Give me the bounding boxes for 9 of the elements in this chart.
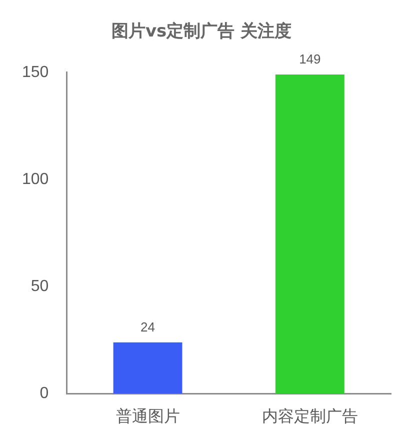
- y-tick-label: 0: [40, 385, 49, 402]
- x-tick-label: 内容定制广告: [262, 406, 358, 426]
- data-label: 24: [140, 319, 156, 334]
- x-tick-label: 普通图片: [116, 406, 180, 426]
- y-tick-label: 150: [22, 64, 49, 81]
- chart-title: 图片vs定制广告 关注度: [111, 22, 292, 42]
- y-tick-label: 50: [30, 278, 49, 296]
- data-label: 149: [299, 52, 321, 67]
- y-tick-label: 100: [22, 170, 49, 188]
